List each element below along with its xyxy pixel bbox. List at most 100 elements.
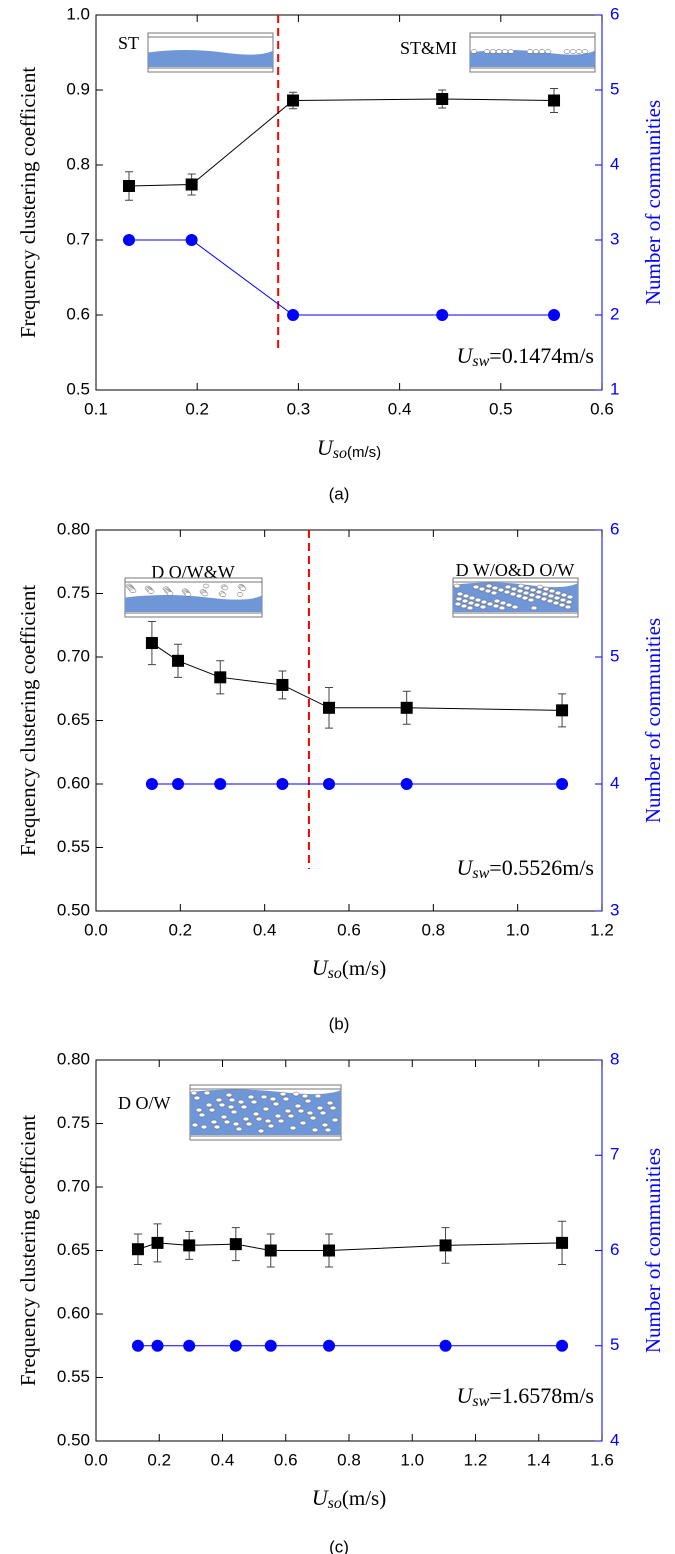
y2-tick-label: 3	[610, 229, 619, 248]
inset-droplet	[289, 1125, 297, 1131]
data-point	[287, 309, 300, 321]
inset-droplet	[314, 1093, 322, 1099]
inset-droplet	[309, 1115, 317, 1121]
inset-droplet	[257, 1128, 265, 1134]
y-tick-label: 0.75	[57, 1113, 90, 1132]
inset-droplet	[193, 1095, 201, 1101]
inset-droplet	[480, 599, 488, 605]
y-axis-label: Frequency clustering coefficient	[16, 585, 40, 857]
inset-droplet	[294, 1103, 302, 1109]
y-axis-label: Frequency clustering coefficient	[16, 1115, 40, 1387]
data-point	[145, 637, 158, 650]
inset-droplet	[240, 1104, 248, 1110]
data-point	[556, 1236, 569, 1249]
y-tick-label: 0.70	[57, 1176, 90, 1195]
inset-droplet	[237, 1099, 245, 1105]
inset-droplet	[515, 593, 523, 599]
inset-droplet	[569, 49, 577, 54]
inset-droplet	[269, 1096, 277, 1102]
inset-droplet	[528, 592, 536, 598]
inset-droplet	[527, 597, 535, 603]
inset-droplet	[468, 595, 476, 601]
unit: (m/s)	[342, 1486, 386, 1510]
x-tick-label: 0.4	[253, 920, 277, 939]
data-point	[556, 1339, 569, 1352]
y-tick-label: 0.8	[66, 154, 90, 173]
inset-droplet	[166, 591, 174, 596]
inset-droplet	[503, 589, 511, 595]
inset-droplet	[542, 586, 550, 592]
inset-droplet	[541, 591, 549, 597]
x-tick-label: 0.2	[169, 920, 193, 939]
inset-droplet	[553, 595, 561, 601]
y-tick-label: 0.5	[66, 379, 90, 398]
inset-droplet	[329, 1105, 337, 1111]
data-point	[172, 654, 185, 667]
y2-tick-label: 6	[610, 4, 619, 23]
x-tick-label: 1.4	[527, 1450, 551, 1469]
regime-label: D O/W	[118, 1093, 171, 1113]
data-point	[185, 234, 198, 246]
inset-droplet	[479, 604, 487, 610]
inset-droplet	[474, 597, 482, 603]
inset-droplet	[497, 587, 505, 593]
y-tick-label: 0.80	[57, 519, 90, 538]
inset-droplet	[492, 603, 500, 609]
inset-droplet	[499, 600, 507, 606]
data-point	[185, 178, 198, 191]
data-point	[183, 1339, 196, 1352]
inset-droplet	[566, 594, 574, 600]
y-tick-label: 1.0	[66, 4, 90, 23]
data-point	[145, 778, 158, 790]
x-tick-label: 0.2	[185, 399, 209, 418]
inset-droplet	[521, 595, 529, 601]
rich-label: Uso(m/s)	[317, 435, 381, 462]
inset-droplet	[201, 591, 209, 597]
inset-droplet	[575, 49, 583, 54]
data-point	[264, 1244, 277, 1257]
inset-droplet	[195, 1107, 203, 1113]
rich-label: Uso(m/s)	[312, 1485, 386, 1512]
y-tick-label: 0.70	[57, 646, 90, 665]
inset-droplet	[299, 1120, 307, 1126]
symbol: U	[457, 1383, 475, 1408]
y2-tick-label: 3	[610, 900, 619, 919]
inset-droplet	[456, 591, 464, 597]
x-tick-label: 0.8	[422, 920, 446, 939]
x-tick-label: 0.0	[84, 920, 108, 939]
y-tick-label: 0.55	[57, 837, 90, 856]
y-tick-label: 0.80	[57, 1049, 90, 1068]
inset-droplet	[544, 49, 552, 54]
inset-droplet	[534, 594, 542, 600]
data-point	[323, 1339, 336, 1352]
inset-droplet	[455, 596, 463, 602]
inset-droplet	[250, 1099, 258, 1105]
y-axis-label: Frequency clustering coefficient	[16, 67, 40, 339]
subscript: sw	[472, 353, 489, 370]
series-line	[137, 1242, 563, 1251]
data-point	[323, 1244, 336, 1257]
inset-droplet	[208, 1107, 216, 1113]
inset-droplet	[331, 1117, 339, 1123]
rich-label: Uso(m/s)	[312, 955, 386, 982]
inset-droplet	[311, 1127, 319, 1133]
y-tick-label: 0.55	[57, 1367, 90, 1386]
y2-axis-label: Number of communities	[641, 618, 665, 823]
inset-droplet	[535, 589, 543, 595]
y-tick-label: 0.65	[57, 710, 90, 729]
data-point	[183, 1239, 196, 1252]
inset-droplet	[190, 1090, 198, 1096]
y2-tick-label: 6	[610, 519, 619, 538]
inset-droplet	[501, 49, 509, 54]
inset-droplet	[493, 598, 501, 604]
inset-droplet	[581, 49, 589, 54]
x-tick-label: 1.2	[464, 1450, 488, 1469]
x-tick-label: 0.2	[147, 1450, 171, 1469]
y2-tick-label: 5	[610, 1335, 619, 1354]
inset-water	[148, 50, 273, 67]
inset-droplet	[221, 585, 229, 591]
data-point	[323, 701, 336, 714]
inset-droplet	[292, 1091, 300, 1097]
inset-droplet	[247, 1094, 255, 1100]
